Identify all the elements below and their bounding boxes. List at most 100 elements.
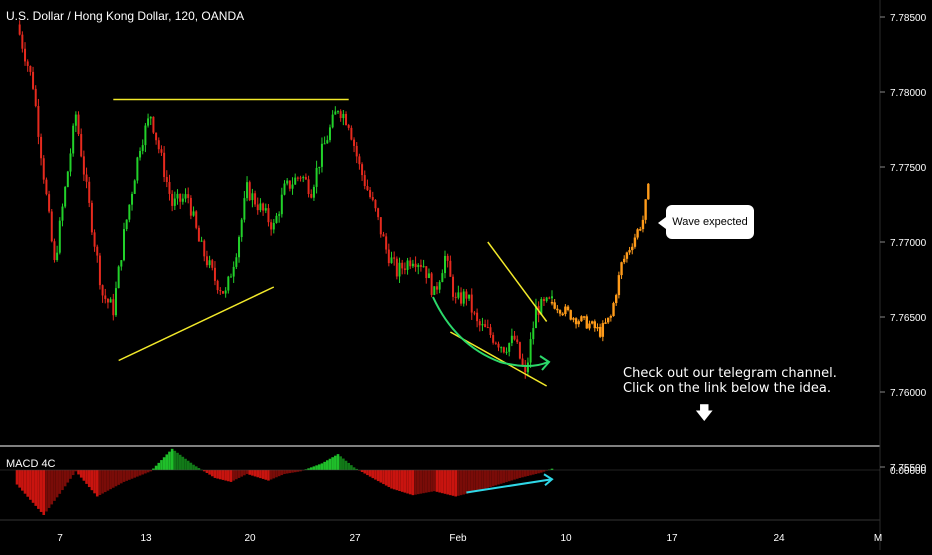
x-tick-label: Feb	[449, 533, 467, 544]
macd-indicator-label[interactable]: MACD 4C	[6, 458, 56, 470]
candle-body	[243, 198, 246, 220]
macd-bar	[462, 470, 466, 495]
macd-bar	[513, 470, 516, 480]
candle-body	[342, 113, 345, 119]
candle-body	[452, 276, 455, 297]
candle-body	[551, 296, 553, 299]
macd-bar	[475, 470, 479, 492]
candle-body	[358, 156, 361, 165]
macd-bar	[449, 470, 452, 496]
macd-bar	[489, 470, 492, 488]
macd-bar	[299, 470, 302, 472]
candle-body	[131, 193, 134, 205]
macd-bar	[21, 470, 24, 491]
candle-body	[141, 145, 144, 151]
x-tick-label: 20	[244, 533, 256, 544]
candle-body	[275, 215, 278, 223]
trendline-layer[interactable]	[113, 98, 548, 387]
projection-layer	[550, 183, 650, 342]
candle-body	[48, 194, 51, 212]
candle-body	[299, 177, 302, 179]
macd-bar	[323, 461, 326, 470]
projection-candle-body	[572, 318, 575, 320]
candle-body	[307, 179, 310, 194]
macd-bar	[31, 470, 35, 503]
macd-bar	[433, 470, 436, 492]
macd-bar	[416, 470, 420, 495]
candle-body	[401, 262, 404, 269]
macd-bar	[400, 470, 404, 492]
y-axis[interactable]: 7.78500 7.78000 7.77500 7.77000 7.76500 7.760…	[880, 13, 927, 477]
candle-body	[446, 255, 449, 261]
macd-bar	[312, 466, 316, 470]
macd-bar	[18, 470, 21, 488]
macd-bar	[465, 470, 468, 494]
x-tick-label: 13	[140, 533, 152, 544]
candle-body	[203, 240, 206, 257]
candle-body	[213, 267, 216, 281]
candle-body	[518, 342, 521, 359]
candle-body	[468, 294, 471, 299]
macd-bar	[63, 470, 67, 487]
candle-body	[26, 61, 29, 66]
y-tick-label: 7.78500	[890, 13, 927, 24]
y-tick-label: 7.75500	[890, 463, 927, 474]
macd-bar	[529, 470, 532, 476]
candle-body	[205, 256, 208, 266]
candle-body	[270, 222, 273, 230]
projection-candle-body	[582, 316, 586, 318]
macd-bar	[296, 470, 300, 472]
macd-bar	[280, 470, 284, 476]
candle-body	[371, 197, 374, 200]
wave-expected-text: Wave expected	[672, 216, 748, 228]
candle-body	[32, 71, 35, 89]
macd-bar	[181, 456, 185, 470]
x-tick-label: 10	[560, 533, 572, 544]
candle-body	[144, 125, 147, 146]
projection-candle-body	[580, 316, 583, 322]
candle-body	[379, 217, 382, 235]
projection-candle-body	[558, 310, 562, 314]
candle-body	[197, 227, 200, 242]
projection-candle-body	[647, 183, 650, 200]
macd-bar	[253, 470, 257, 477]
projection-candle-body	[620, 262, 623, 276]
macd-bar	[406, 470, 409, 494]
candle-body	[256, 204, 259, 211]
candle-body	[315, 167, 318, 187]
macd-bar	[98, 470, 102, 496]
candles-layer	[18, 20, 553, 379]
curve-arrow-layer	[432, 296, 551, 371]
macd-bar	[125, 470, 128, 481]
macd-bar	[304, 469, 308, 470]
macd-bar	[291, 470, 294, 473]
candle-body	[64, 186, 67, 207]
macd-bar	[350, 465, 353, 470]
x-axis[interactable]: 7 13 20 27 Feb 10 17 24 M	[57, 533, 882, 544]
candle-body	[425, 266, 428, 279]
candle-body	[125, 219, 128, 230]
candle-body	[280, 194, 283, 215]
candle-body	[208, 260, 211, 266]
projection-candle-body	[641, 219, 645, 230]
candle-body	[114, 288, 117, 316]
macd-bar	[408, 470, 412, 495]
macd-bar	[58, 470, 62, 494]
projection-candle-body	[606, 317, 610, 323]
macd-bar	[435, 470, 439, 492]
macd-bar	[138, 470, 142, 476]
candle-body	[157, 140, 160, 150]
macd-bar	[542, 470, 546, 472]
projection-candle-body	[593, 321, 596, 329]
macd-bar	[339, 456, 342, 470]
candle-body	[433, 286, 436, 295]
candle-body	[304, 177, 307, 180]
candle-body	[438, 282, 441, 290]
macd-bar	[344, 460, 348, 470]
chart-title: U.S. Dollar / Hong Kong Dollar, 120, OAN…	[6, 9, 245, 23]
macd-bar	[293, 470, 297, 473]
candle-body	[441, 273, 444, 283]
candle-body	[521, 358, 524, 366]
